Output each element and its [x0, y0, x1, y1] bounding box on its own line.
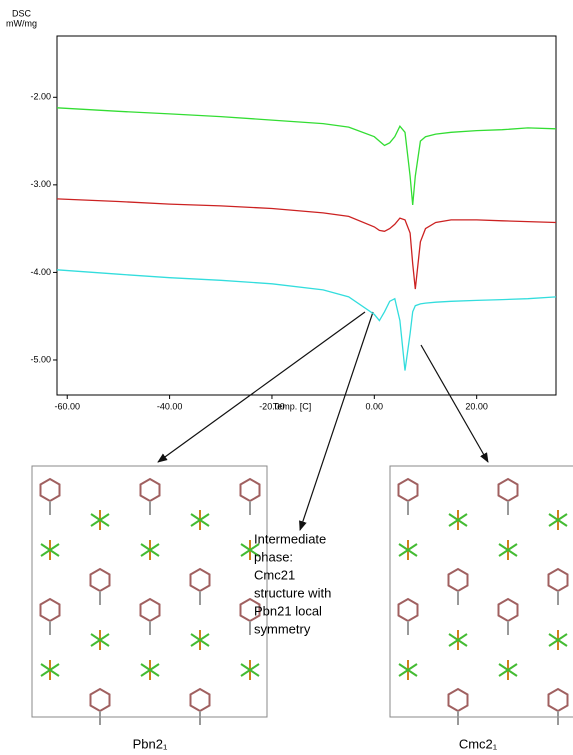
panel-caption: Cmc2₁ [459, 736, 498, 751]
figure: DSC mW/mg Temp. [C] Pbn2₁ Cmc2₁ Intermed… [0, 0, 573, 755]
y-tick-label: -3.00 [30, 179, 51, 189]
series-line [57, 270, 556, 371]
arrow [158, 312, 365, 462]
y-tick-label: -5.00 [30, 354, 51, 364]
annotation-line: Cmc21 [254, 567, 295, 582]
plot-frame [57, 36, 556, 395]
x-tick-label: 0.00 [366, 401, 384, 411]
x-tick-label: -60.00 [54, 401, 80, 411]
x-tick-label: -20.00 [259, 401, 285, 411]
y-axis-label: DSC [12, 8, 32, 18]
y-tick-label: -2.00 [30, 92, 51, 102]
annotation-line: Intermediate [254, 531, 326, 546]
annotation-line: phase: [254, 549, 293, 564]
annotation-line: structure with [254, 585, 331, 600]
structure-panel [390, 466, 573, 717]
y-axis-label: mW/mg [6, 18, 37, 28]
annotation-line: symmetry [254, 621, 311, 636]
x-tick-label: -40.00 [157, 401, 183, 411]
x-tick-label: 20.00 [465, 401, 488, 411]
annotation-line: Pbn21 local [254, 603, 322, 618]
arrow [300, 312, 373, 530]
panel-caption: Pbn2₁ [133, 736, 168, 751]
series-line [57, 108, 556, 205]
y-tick-label: -4.00 [30, 267, 51, 277]
